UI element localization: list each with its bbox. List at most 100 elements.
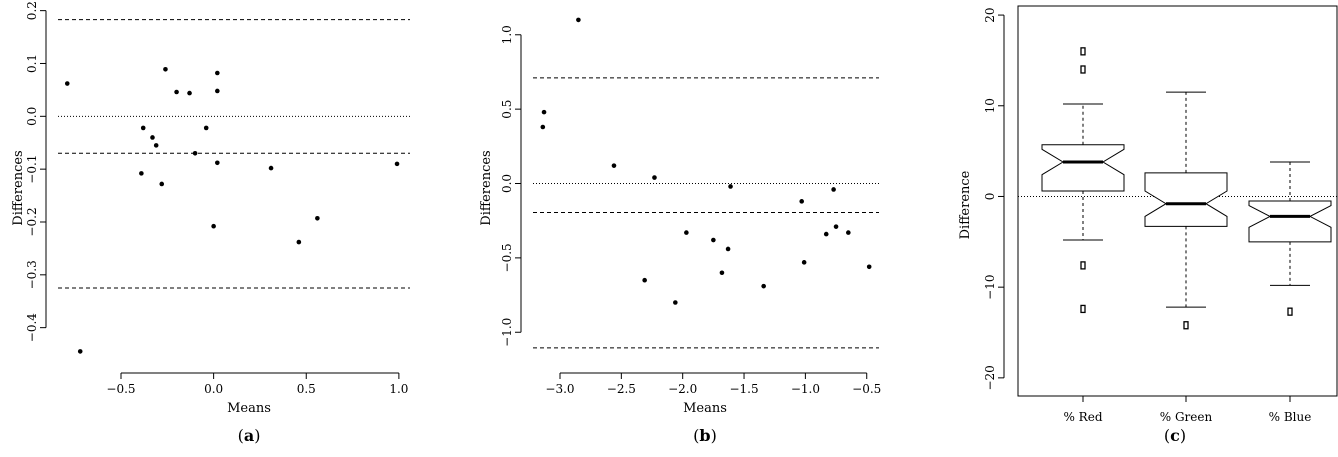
x-tick-label: −1.0	[791, 382, 820, 396]
data-point	[799, 199, 805, 204]
panel-b-y-ticks: −1.0 −0.5 0.0 0.5 1.0	[500, 25, 521, 347]
data-point	[866, 264, 872, 270]
data-point	[211, 223, 216, 229]
y-tick-label: 1.0	[500, 25, 514, 44]
outlier-point	[1080, 261, 1086, 270]
y-tick-label: −10	[983, 274, 997, 299]
data-point	[139, 171, 144, 176]
data-point	[684, 230, 689, 235]
data-point	[540, 124, 546, 130]
data-point	[801, 260, 807, 265]
y-tick-label: −0.1	[25, 155, 39, 184]
box-green	[1144, 91, 1228, 330]
notched-box	[1144, 172, 1228, 227]
data-point	[163, 66, 168, 72]
data-point	[153, 143, 159, 148]
panel-b-x-ticks: −3.0 −2.5 −2.0 −1.5 −1.0 −0.5	[545, 373, 881, 396]
panel-a-x-axis-title: Means	[227, 401, 271, 416]
data-point	[611, 163, 617, 168]
outlier-point	[1080, 304, 1086, 314]
data-point	[831, 187, 836, 192]
x-tick-label: % Red	[1063, 410, 1102, 424]
y-tick-label: 20	[983, 7, 997, 22]
data-point	[315, 215, 320, 221]
data-point	[846, 230, 851, 235]
panel-c-y-axis-title: Difference	[958, 170, 973, 239]
data-point	[77, 349, 83, 354]
data-point	[823, 231, 829, 237]
data-point	[576, 17, 581, 23]
y-tick-label: 0	[983, 193, 997, 201]
x-tick-label: 0.5	[297, 382, 316, 396]
data-point	[140, 125, 146, 131]
data-point	[394, 161, 400, 167]
box-red	[1041, 47, 1125, 314]
data-point	[268, 165, 274, 171]
data-point	[711, 237, 716, 243]
outlier-point	[1080, 47, 1086, 56]
y-tick-label: 0.5	[500, 100, 514, 119]
data-point	[725, 246, 731, 252]
data-point	[541, 109, 547, 115]
panel-b-caption: (b)	[693, 426, 717, 445]
panel-c-plot-frame	[1017, 5, 1338, 397]
panel-b-y-axis-title: Differences	[479, 150, 494, 225]
outlier-point	[1080, 65, 1086, 74]
y-tick-label: −0.4	[25, 313, 39, 343]
panel-a-y-ticks: −0.4 −0.3 −0.2 −0.1 0.0 0.1 0.2	[25, 1, 46, 342]
y-tick-label: −0.3	[25, 260, 39, 289]
panel-a-x-ticks: −0.5 0.0 0.5 1.0	[106, 373, 408, 396]
panel-c-caption: (c)	[1164, 426, 1186, 445]
data-point	[174, 89, 179, 95]
y-tick-label: 0.0	[500, 174, 514, 193]
outlier-point	[1183, 321, 1189, 330]
x-tick-label: −3.0	[545, 382, 574, 396]
x-tick-label: −1.5	[729, 382, 758, 396]
data-point	[719, 270, 725, 276]
y-tick-label: −0.2	[25, 207, 39, 236]
data-point	[215, 160, 220, 166]
data-point	[203, 125, 209, 131]
panel-a-scatter-plot: −0.5 0.0 0.5 1.0 −0.4−0.3−0.2−0.10.00.10.2 …	[11, 1, 410, 445]
data-point	[652, 175, 657, 180]
notched-box	[1248, 200, 1332, 243]
y-tick-label: −20	[983, 365, 997, 390]
x-tick-label: −0.5	[852, 382, 881, 396]
data-point	[192, 150, 198, 156]
x-tick-label: −0.5	[106, 382, 135, 396]
panel-a-reference-lines	[58, 19, 410, 289]
panel-b-x-axis-title: Means	[683, 401, 727, 416]
panel-b-points	[540, 17, 872, 305]
y-tick-label: 0.1	[25, 54, 39, 73]
panel-b-reference-lines	[533, 77, 879, 349]
x-tick-label: −2.5	[607, 382, 636, 396]
data-point	[159, 181, 165, 187]
data-point	[642, 277, 647, 283]
data-point	[761, 283, 766, 289]
data-point	[64, 81, 70, 86]
panel-a-y-axis-title: Differences	[11, 150, 26, 225]
data-point	[215, 88, 220, 94]
panel-c-box-plot: −20 −10 0 10 20 % Red % Green % Blue Differenc…	[958, 5, 1338, 445]
panel-c-y-ticks: −20 −10 0 10 20	[983, 7, 1004, 391]
x-tick-label: % Green	[1160, 410, 1213, 424]
panel-a-points	[64, 66, 400, 354]
data-point	[833, 224, 839, 229]
data-point	[215, 70, 220, 76]
outlier-point	[1287, 307, 1293, 316]
panel-a-caption: (a)	[238, 426, 261, 445]
x-tick-label: 0.0	[204, 382, 223, 396]
panel-b-scatter-plot: −3.0 −2.5 −2.0 −1.5 −1.0 −0.5 −1.0 −0.5 0.0 0.5 1…	[479, 17, 881, 445]
x-tick-label: % Blue	[1269, 410, 1312, 424]
data-point	[728, 184, 733, 189]
y-tick-label: −0.5	[500, 243, 514, 272]
x-tick-label: −2.0	[668, 382, 697, 396]
data-point	[187, 90, 192, 96]
y-tick-label: 0.0	[25, 107, 39, 126]
notched-box	[1041, 144, 1125, 192]
y-tick-label: 0.2	[25, 1, 39, 20]
panel-c-x-ticks: % Red % Green % Blue	[1063, 396, 1311, 424]
data-point	[296, 239, 302, 245]
y-tick-label: −1.0	[500, 318, 514, 347]
